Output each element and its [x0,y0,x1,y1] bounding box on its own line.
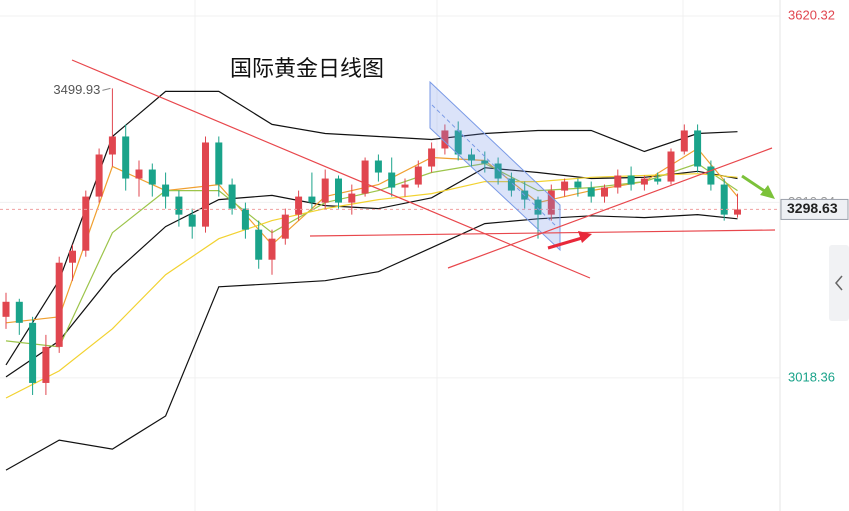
grid [0,0,780,511]
candle-body [680,130,688,152]
candle-body [55,262,63,347]
candle-body [268,238,276,260]
candle-body [122,136,130,179]
candle-body [255,229,263,260]
candle-body [694,130,702,167]
candle-body [734,209,741,215]
indicator-line [5,173,738,399]
candle-body [175,196,183,215]
candle-body [295,196,303,215]
candle-body [627,175,635,185]
candle-body [441,130,449,149]
candle-body [720,184,728,215]
candle-body [228,184,236,209]
candle-body [614,175,622,188]
candle-body [507,178,515,191]
candle-body [348,193,356,203]
candle-body [388,172,396,188]
collapse-panel[interactable] [829,245,849,321]
drawings [71,59,776,279]
up-arrow [547,236,583,250]
candle-body [667,151,675,182]
candle-body [494,163,502,179]
indicator-line [5,147,738,324]
candle-body [188,214,196,227]
candle-body [654,178,662,182]
candle-body [69,250,76,263]
current-price-label: 3298.63 [787,200,838,216]
candle-body [82,196,90,251]
channel-midline [431,104,559,229]
candle-body [15,301,23,323]
high-pointer [102,87,111,91]
rising-line [447,147,773,269]
candle-body [561,181,569,191]
trend-line [71,59,591,279]
collapse-button[interactable] [829,245,849,321]
candle-body [281,214,289,239]
candle-body [42,346,50,383]
candle-body [481,160,489,164]
candle-body [640,178,648,185]
candle-body [29,322,37,383]
candle-body [108,136,116,155]
candle-body [321,178,329,203]
candle-body [162,184,170,197]
indicator-line [5,213,738,471]
indicator-line [5,90,738,366]
high-annotation: 3499.93 [53,82,100,97]
candle-body [454,130,462,155]
candle-body [361,160,369,194]
candle-body [148,169,156,185]
indicator-line [5,167,738,378]
candle-body [135,169,143,179]
candle-body [215,142,223,185]
candle-body [95,154,103,197]
candle-body [574,181,582,188]
up-arrow-head [578,231,592,243]
candle-body [2,301,10,317]
plot: 3499.93 [0,82,780,471]
y-tick-label: 3018.36 [788,369,835,384]
candle-body [428,148,436,167]
candle-body [707,166,715,185]
candle-body [414,166,422,185]
candle-body [335,178,342,203]
candle-body [534,199,542,215]
candle-body [601,187,608,197]
candle-body [241,208,249,230]
chevron [835,275,843,291]
current-price-box [780,198,849,220]
candle-body [401,184,409,188]
candle-body [374,160,382,173]
down-arrow [741,174,767,194]
down-arrow-head [760,185,775,199]
candle-body [202,142,209,227]
candle-body [308,196,316,203]
indicator-line [5,162,738,348]
candle-body [468,154,475,161]
candle-body [587,187,595,197]
y-tick-label: 3620.32 [788,7,835,22]
candle-body [547,190,555,215]
chart-title: 国际黄金日线图 [230,56,384,81]
